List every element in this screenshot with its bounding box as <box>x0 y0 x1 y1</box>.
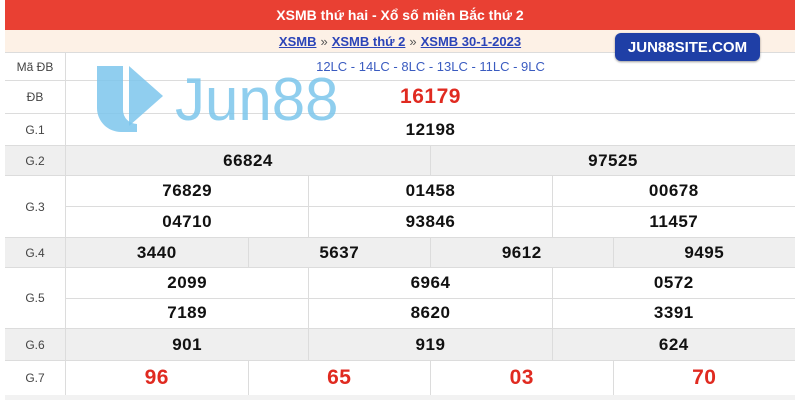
prize-number: 3440 <box>136 242 177 262</box>
prize-number: 9495 <box>612 238 796 267</box>
prize-number: 8620 <box>308 298 551 328</box>
prize-label: G.7 <box>5 361 66 395</box>
prize-number: 7189 <box>167 303 208 323</box>
prize-number: 5637 <box>247 238 431 267</box>
prize-number: 65 <box>247 361 431 395</box>
prize-number: 0572 <box>551 268 795 298</box>
prize-number: 04710 <box>162 212 213 231</box>
prize-row-g-5: G.5 2099 6964 0572 7189 8620 3391 <box>5 267 795 328</box>
prize-row-g-4: G.4 3440 5637 9612 9495 <box>5 237 795 267</box>
prize-label: G.6 <box>5 329 66 360</box>
prize-label: G.4 <box>5 238 66 267</box>
prize-number: 93846 <box>308 207 551 237</box>
prize-number: 00678 <box>551 176 795 206</box>
breadcrumb-xsmb[interactable]: XSMB <box>278 33 317 49</box>
prize-number: 76829 <box>162 181 213 200</box>
special-code: 12LC - 14LC - 8LC - 13LC - 11LC - 9LC <box>316 59 545 74</box>
prize-number: 6964 <box>308 268 551 298</box>
prize-number: 16179 <box>400 85 461 108</box>
breadcrumb-xsmb-thu-2[interactable]: XSMB thứ 2 <box>331 33 406 49</box>
prize-label: G.5 <box>5 268 66 328</box>
breadcrumb: XSMB » XSMB thứ 2 » XSMB 30-1-2023 <box>5 30 795 52</box>
prize-number: 11457 <box>551 207 795 237</box>
prize-row-đb: ĐB 16179 <box>5 80 795 113</box>
prize-number: 9612 <box>430 238 613 267</box>
prize-number: 2099 <box>167 272 208 292</box>
prize-number: 919 <box>308 329 551 360</box>
prize-number: 624 <box>551 329 795 360</box>
prize-number: 901 <box>172 334 203 354</box>
prize-number: 12198 <box>405 119 456 139</box>
breadcrumb-xsmb-date[interactable]: XSMB 30-1-2023 <box>420 33 522 49</box>
prize-row-g-7: G.7 96 65 03 70 <box>5 360 795 395</box>
prize-number: 01458 <box>308 176 551 206</box>
prize-number: 97525 <box>430 146 795 175</box>
prize-row-g-3: G.3 76829 01458 00678 04710 93846 11457 <box>5 175 795 237</box>
prize-label: G.3 <box>5 176 66 237</box>
breadcrumb-separator: » <box>320 33 328 49</box>
prize-row-g-6: G.6 901 919 624 <box>5 328 795 360</box>
site-badge: JUN88SITE.COM <box>615 33 760 61</box>
prize-number: 70 <box>612 361 796 395</box>
prize-number: 3391 <box>551 298 795 328</box>
prize-row-g-2: G.2 66824 97525 <box>5 145 795 175</box>
breadcrumb-separator: » <box>409 33 417 49</box>
prize-label: ĐB <box>5 81 66 113</box>
prize-number: 96 <box>144 366 169 389</box>
prize-label: G.1 <box>5 114 66 145</box>
prize-label: Mã ĐB <box>5 53 66 80</box>
prize-row-g-1: G.1 12198 <box>5 113 795 145</box>
prize-label: G.2 <box>5 146 66 175</box>
page-title: XSMB thứ hai - Xổ số miền Bắc thứ 2 <box>5 0 795 30</box>
prize-number: 03 <box>430 361 613 395</box>
prize-number: 66824 <box>223 150 273 170</box>
